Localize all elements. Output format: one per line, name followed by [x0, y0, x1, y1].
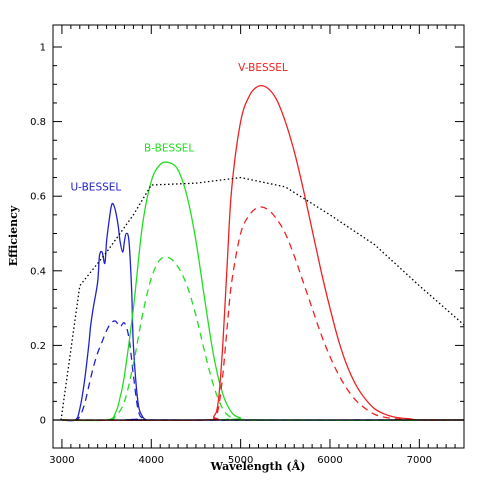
series-line-4-solid: [61, 84, 465, 421]
y-tick-label: 1: [40, 43, 46, 54]
y-axis-title: Efficiency: [7, 205, 20, 266]
series-layer: [60, 84, 465, 422]
plot-frame: [52, 24, 465, 449]
series-line-6-dotted: [60, 176, 465, 421]
x-tick-label: 4000: [139, 455, 164, 466]
series-line-3-dashed: [61, 256, 465, 421]
series-line-5-dashed: [61, 206, 465, 421]
tick-layer: 3000 4000 5000 6000 7000 0 0.2 0.4 0.6 0.8 1: [30, 25, 465, 466]
y-tick-label: 0.4: [30, 266, 46, 277]
series-label-u-bessel: U-BESSEL: [71, 182, 122, 194]
x-axis-title: Wavelength (Å): [210, 459, 306, 473]
x-tick-label: 6000: [317, 455, 342, 466]
x-tick-label: 5000: [228, 455, 253, 466]
label-layer: U-BESSEL B-BESSEL V-BESSEL: [71, 62, 288, 193]
plot-area: 3000 4000 5000 6000 7000 0 0.2 0.4 0.6 0.8 1 U-BES…: [30, 24, 465, 466]
y-tick-label: 0.6: [30, 192, 46, 203]
series-line-0-solid: [61, 202, 464, 422]
series-label-b-bessel: B-BESSEL: [144, 142, 194, 154]
series-label-v-bessel: V-BESSEL: [238, 62, 288, 74]
y-tick-label: 0.2: [30, 341, 46, 352]
y-tick-label: 0.8: [30, 117, 46, 128]
x-tick-label: 7000: [407, 455, 432, 466]
y-tick-label: 0: [40, 416, 46, 427]
series-line-2-solid: [61, 161, 465, 422]
x-tick-label: 3000: [49, 455, 74, 466]
series-line-1-dashed: [61, 320, 465, 421]
